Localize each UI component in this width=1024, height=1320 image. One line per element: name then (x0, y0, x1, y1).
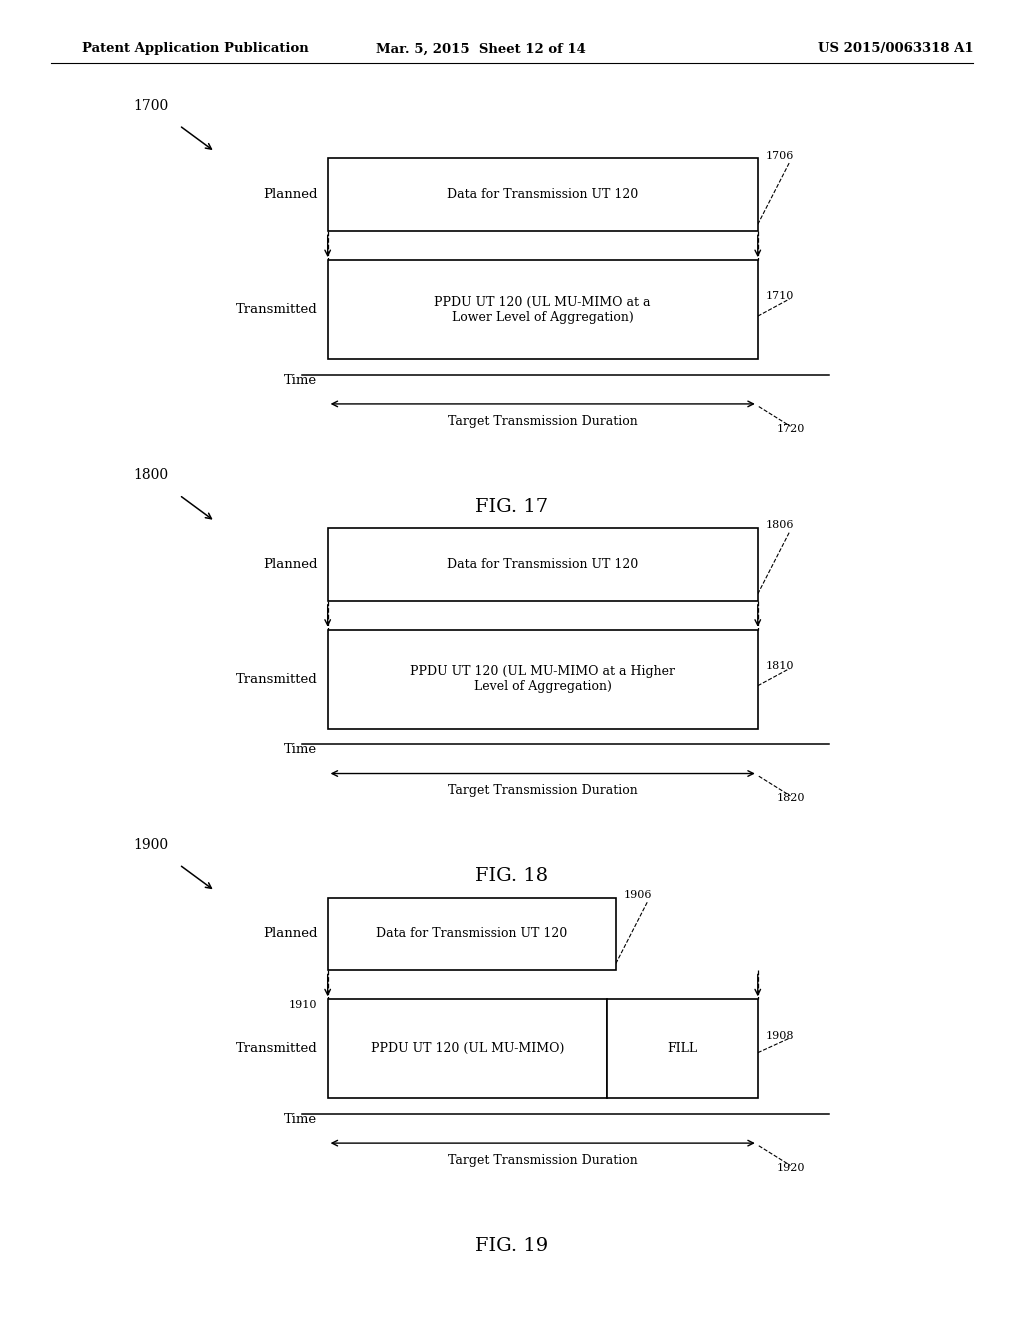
Text: PPDU UT 120 (UL MU-MIMO): PPDU UT 120 (UL MU-MIMO) (371, 1043, 564, 1055)
Text: Target Transmission Duration: Target Transmission Duration (447, 784, 638, 797)
Text: Planned: Planned (263, 558, 317, 570)
Text: Transmitted: Transmitted (236, 1043, 317, 1055)
Text: 1706: 1706 (766, 150, 795, 161)
Text: Mar. 5, 2015  Sheet 12 of 14: Mar. 5, 2015 Sheet 12 of 14 (377, 42, 586, 55)
Bar (328, 999, 607, 1098)
Text: Target Transmission Duration: Target Transmission Duration (447, 414, 638, 428)
Text: Patent Application Publication: Patent Application Publication (82, 42, 308, 55)
Text: Transmitted: Transmitted (236, 673, 317, 685)
Text: 1906: 1906 (624, 890, 652, 900)
Text: 1710: 1710 (766, 292, 795, 301)
Text: 1920: 1920 (776, 1163, 805, 1173)
Text: 1908: 1908 (766, 1031, 795, 1040)
Text: Time: Time (285, 374, 317, 387)
Text: PPDU UT 120 (UL MU-MIMO at a
Lower Level of Aggregation): PPDU UT 120 (UL MU-MIMO at a Lower Level… (434, 296, 651, 323)
Text: Transmitted: Transmitted (236, 304, 317, 315)
Bar (328, 158, 758, 231)
Text: Planned: Planned (263, 928, 317, 940)
Bar (328, 528, 758, 601)
Text: 1806: 1806 (766, 520, 795, 531)
Text: PPDU UT 120 (UL MU-MIMO at a Higher
Level of Aggregation): PPDU UT 120 (UL MU-MIMO at a Higher Leve… (411, 665, 675, 693)
Text: US 2015/0063318 A1: US 2015/0063318 A1 (818, 42, 974, 55)
Text: FIG. 18: FIG. 18 (475, 867, 549, 886)
Text: Planned: Planned (263, 189, 317, 201)
Text: 1700: 1700 (133, 99, 168, 112)
Text: 1810: 1810 (766, 661, 795, 671)
Text: Target Transmission Duration: Target Transmission Duration (447, 1154, 638, 1167)
Bar (607, 999, 758, 1098)
Text: Data for Transmission UT 120: Data for Transmission UT 120 (447, 189, 638, 201)
Text: Data for Transmission UT 120: Data for Transmission UT 120 (447, 558, 638, 570)
Text: 1900: 1900 (133, 838, 168, 851)
Text: 1820: 1820 (776, 793, 805, 804)
Bar (328, 260, 758, 359)
Text: Data for Transmission UT 120: Data for Transmission UT 120 (376, 928, 567, 940)
Text: FIG. 17: FIG. 17 (475, 498, 549, 516)
Text: FILL: FILL (668, 1043, 697, 1055)
Text: 1720: 1720 (776, 424, 805, 434)
Text: 1910: 1910 (289, 999, 317, 1010)
Text: Time: Time (285, 1113, 317, 1126)
Text: FIG. 19: FIG. 19 (475, 1237, 549, 1255)
Text: Time: Time (285, 743, 317, 756)
Bar (328, 898, 615, 970)
Text: 1800: 1800 (133, 469, 168, 482)
Bar (328, 630, 758, 729)
